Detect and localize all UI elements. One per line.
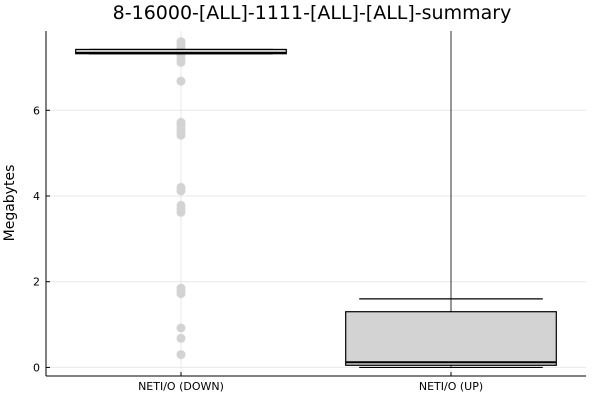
outlier-point	[176, 283, 186, 293]
chart-title: 8-16000-[ALL]-1111-[ALL]-[ALL]-summary	[113, 2, 512, 24]
outlier-point	[176, 117, 186, 127]
y-tick-label: 0	[33, 361, 40, 374]
x-tick-label: NETI/O (UP)	[419, 380, 483, 393]
x-tick-label: NETI/O (DOWN)	[138, 380, 224, 393]
outlier-point	[176, 37, 186, 47]
outlier-point	[176, 182, 186, 192]
tick-layer: 0 2 4 6 NETI/O (DOWN) NETI/O (UP)	[33, 104, 483, 393]
y-tick-label: 6	[33, 104, 40, 117]
box-series-1	[345, 31, 557, 369]
outlier-point	[176, 76, 186, 86]
outlier-point	[176, 200, 186, 210]
y-tick-label: 4	[33, 190, 40, 203]
outlier-point	[176, 350, 186, 360]
axis-layer	[45, 31, 586, 377]
outlier-point	[176, 333, 186, 343]
outlier-point	[176, 323, 186, 333]
y-axis-label: Megabytes	[2, 165, 18, 242]
y-tick-label: 2	[33, 276, 40, 289]
box-series-0	[75, 37, 287, 360]
box-rect	[345, 311, 557, 366]
box-layer	[75, 31, 557, 369]
